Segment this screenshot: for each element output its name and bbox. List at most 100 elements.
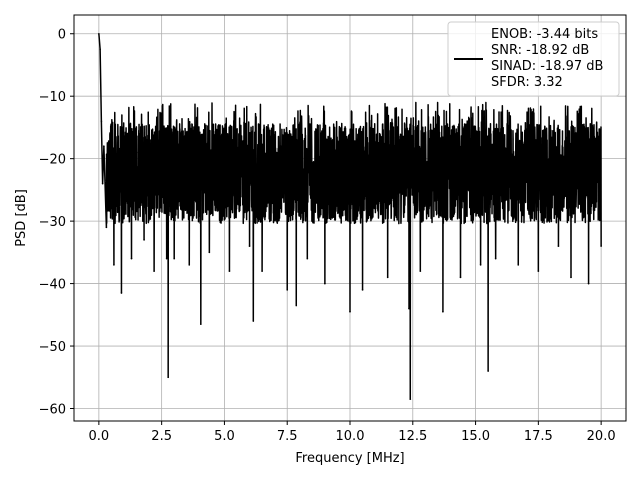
psd-data-point xyxy=(98,32,100,35)
y-tick-label: −50 xyxy=(39,340,66,355)
legend-box xyxy=(447,21,620,97)
psd-data-point xyxy=(419,270,422,272)
psd-data-point xyxy=(459,276,462,279)
psd-data-point xyxy=(295,304,298,307)
psd-data-point xyxy=(261,270,263,272)
x-tick-label: 17.5 xyxy=(524,429,553,444)
x-tick-label: 5.0 xyxy=(214,429,235,444)
psd-data-point xyxy=(116,157,119,160)
psd-data-point xyxy=(165,257,168,260)
psd-data-point xyxy=(547,182,550,185)
x-tick-label: 10.0 xyxy=(336,429,365,444)
psd-data-point xyxy=(349,310,351,313)
y-tick-label: −30 xyxy=(39,215,66,230)
x-tick-label: 15.0 xyxy=(461,429,490,444)
psd-data-point xyxy=(488,182,491,185)
psd-data-point xyxy=(201,157,203,160)
y-tick-label: 0 xyxy=(58,28,66,43)
psd-data-point xyxy=(253,182,256,185)
psd-data-point xyxy=(557,245,560,247)
psd-data-point xyxy=(442,310,444,313)
x-tick-label: 20.0 xyxy=(587,429,616,444)
psd-data-point xyxy=(135,151,138,154)
psd-data-point xyxy=(105,226,108,229)
y-tick-label: −40 xyxy=(39,278,66,293)
psd-data-point xyxy=(587,282,590,285)
psd-data-point xyxy=(479,264,482,266)
psd-data-point xyxy=(336,170,339,172)
psd-data-point xyxy=(432,164,434,166)
legend-entry-sfdr: SFDR: 3.32 xyxy=(491,75,563,90)
psd-data-point xyxy=(410,176,413,179)
x-tick-label: 12.5 xyxy=(398,429,427,444)
x-tick-label: 0.0 xyxy=(89,429,110,444)
psd-data-point xyxy=(160,151,163,154)
psd-data-point xyxy=(374,170,376,172)
psd-data-point xyxy=(399,182,402,185)
psd-data-point xyxy=(188,264,191,266)
psd-data-point xyxy=(494,257,497,260)
legend-entry-snr: SNR: -18.92 dB xyxy=(491,43,589,58)
psd-data-point xyxy=(361,289,364,291)
psd-data-point xyxy=(286,289,289,291)
psd-data-point xyxy=(517,264,520,266)
psd-data-point xyxy=(168,170,170,172)
psd-data-point xyxy=(469,170,472,172)
psd-data-point xyxy=(198,182,201,185)
psd-data-point xyxy=(100,120,103,122)
psd-data-point xyxy=(120,292,123,294)
psd-data-point xyxy=(108,170,110,172)
psd-data-point xyxy=(273,170,276,172)
psd-data-point xyxy=(386,276,389,279)
psd-data-point xyxy=(125,189,128,191)
x-axis: 0.0 2.5 5.0 7.5 10.0 12.5 15.0 17.5 20.0 xyxy=(89,421,616,444)
psd-data-point xyxy=(577,176,580,179)
psd-data-point xyxy=(248,245,251,247)
psd-data-point xyxy=(306,257,309,260)
psd-data-point xyxy=(228,270,231,272)
legend-entry-enob: ENOB: -3.44 bits xyxy=(491,27,598,42)
psd-data-point xyxy=(530,164,532,166)
psd-data-point xyxy=(218,170,221,172)
psd-data-point xyxy=(103,145,105,147)
psd-data-point xyxy=(409,398,412,400)
psd-data-point xyxy=(208,251,211,254)
psd-data-point xyxy=(99,48,101,51)
psd-series-line xyxy=(98,33,602,400)
psd-data-point xyxy=(130,257,133,260)
x-tick-label: 2.5 xyxy=(151,429,172,444)
psd-data-point xyxy=(153,270,155,272)
psd-data-point xyxy=(173,257,176,260)
y-axis-label: PSD [dB] xyxy=(14,189,29,247)
psd-data-point xyxy=(354,195,356,197)
series-layer xyxy=(98,32,602,400)
y-tick-label: −10 xyxy=(39,90,66,105)
psd-data-point xyxy=(504,170,507,172)
x-axis-label: Frequency [MHz] xyxy=(295,451,404,466)
legend: ENOB: -3.44 bits SNR: -18.92 dB SINAD: -… xyxy=(447,21,620,97)
psd-data-point xyxy=(408,307,410,310)
psd-data-point xyxy=(296,176,299,179)
y-tick-label: −20 xyxy=(39,153,66,168)
psd-data-point xyxy=(101,182,104,185)
psd-data-point xyxy=(148,176,150,179)
psd-data-point xyxy=(252,320,255,322)
y-axis: 0 −10 −20 −30 −40 −50 −60 xyxy=(39,28,74,418)
x-tick-label: 7.5 xyxy=(277,429,298,444)
y-tick-label: −60 xyxy=(39,403,66,418)
psd-data-point xyxy=(449,176,452,179)
psd-data-point xyxy=(167,376,169,379)
legend-entry-sinad: SINAD: -18.97 dB xyxy=(491,59,603,74)
psd-data-point xyxy=(600,245,602,247)
psd-data-point xyxy=(200,323,202,325)
psd-data-point xyxy=(238,164,241,166)
psd-data-point xyxy=(570,276,572,279)
psd-data-point xyxy=(487,370,489,372)
psd-data-point xyxy=(537,270,540,272)
psd-data-point xyxy=(113,264,115,266)
psd-data-point xyxy=(316,164,319,166)
psd-data-point xyxy=(324,282,326,285)
psd-data-point xyxy=(143,239,145,241)
psd-data-point xyxy=(180,164,183,166)
